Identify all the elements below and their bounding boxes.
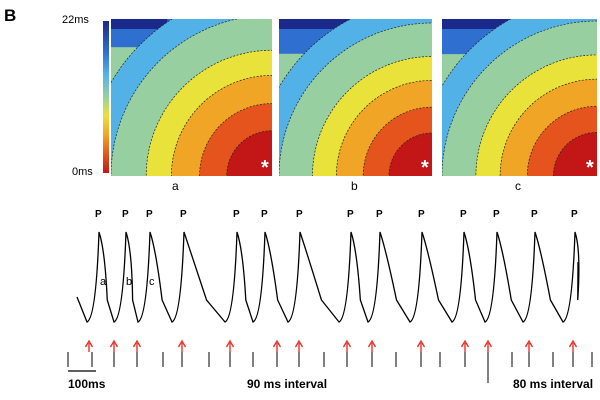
stimulus-arrow bbox=[367, 339, 377, 352]
stimulus-arrow bbox=[177, 339, 187, 352]
colorbar-max-label: 22ms bbox=[62, 14, 89, 26]
map-label-a: a bbox=[172, 179, 179, 193]
peak-label: P bbox=[146, 209, 153, 220]
recording-trace bbox=[76, 231, 580, 323]
stimulus-arrow bbox=[272, 339, 282, 352]
panel-label: B bbox=[4, 6, 17, 25]
peak-label: P bbox=[571, 209, 578, 220]
stimulus-arrow bbox=[568, 339, 578, 352]
peak-label: P bbox=[460, 209, 467, 220]
peak-label: P bbox=[180, 209, 187, 220]
colorbar bbox=[103, 21, 109, 173]
peak-label: P bbox=[493, 209, 500, 220]
wave-label-a: a bbox=[100, 276, 107, 288]
stimulus-arrow bbox=[109, 339, 119, 352]
map-label-c: c bbox=[515, 179, 521, 193]
stimulus-arrow bbox=[342, 339, 352, 352]
peak-label: P bbox=[122, 209, 129, 220]
activation-map-c: * bbox=[442, 19, 597, 179]
stimulus-arrow bbox=[225, 339, 235, 352]
interval-90-label: 90 ms interval bbox=[247, 377, 328, 391]
pacing-site-marker: * bbox=[586, 157, 594, 179]
peak-label: P bbox=[233, 209, 240, 220]
stimulus-arrow bbox=[460, 339, 470, 352]
stimulus-arrow bbox=[483, 339, 493, 352]
wave-label-b: b bbox=[126, 276, 133, 288]
interval-80-label: 80 ms interval bbox=[513, 377, 594, 391]
colorbar-min-label: 0ms bbox=[72, 166, 93, 178]
scale-bar-label: 100ms bbox=[68, 377, 106, 391]
peak-label: P bbox=[296, 209, 303, 220]
pacing-site-marker: * bbox=[261, 157, 269, 179]
pacing-site-marker: * bbox=[421, 157, 429, 179]
wave-label-c: c bbox=[149, 276, 155, 288]
activation-map-b: * bbox=[279, 19, 432, 179]
peak-label: P bbox=[347, 209, 354, 220]
stimulus-arrow bbox=[416, 339, 426, 352]
stimulus-arrow bbox=[294, 339, 304, 352]
map-label-b: b bbox=[351, 179, 358, 193]
stimulus-arrow bbox=[84, 339, 94, 352]
activation-map-a: * bbox=[111, 19, 272, 179]
stimulus-arrow bbox=[132, 339, 142, 352]
peak-label: P bbox=[95, 209, 102, 220]
peak-label: P bbox=[531, 209, 538, 220]
peak-label: P bbox=[376, 209, 383, 220]
peak-label: P bbox=[261, 209, 268, 220]
peak-label: P bbox=[418, 209, 425, 220]
stimulus-arrow bbox=[524, 339, 534, 352]
